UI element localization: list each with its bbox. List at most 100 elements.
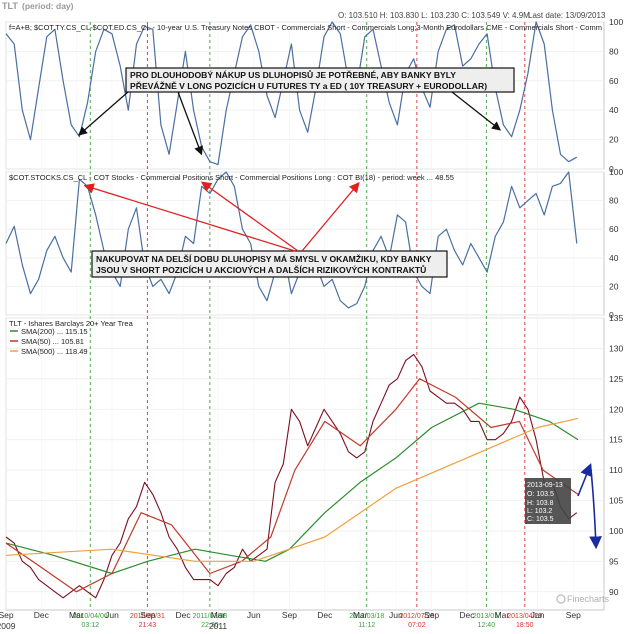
- ohlcv-readout: O: 103.510 H: 103.830 L: 103.230 C: 103.…: [338, 11, 530, 20]
- price-y-tick-label: 100: [609, 526, 623, 536]
- series-line-top-top: [5, 21, 578, 166]
- series-line-price-sma-500-: [5, 417, 579, 562]
- date-marker-label: 2010/04/06: [73, 613, 108, 620]
- date-marker-label: 2013/01/: [473, 613, 500, 620]
- date-marker-label: 2012/03/18: [349, 613, 384, 620]
- date-marker-time: 18:50: [516, 622, 534, 629]
- date-marker-label: 2011/02/08: [193, 613, 228, 620]
- date-marker-lines: 2010/04/06 03:12 2010/08/31 21:43 2011/02/08…: [73, 22, 542, 629]
- x-year-label: 2009: [0, 621, 16, 631]
- x-tick-label: Jun: [531, 610, 545, 620]
- annotation-box-1-line-2: PŘEVÁŽNĚ V LONG POZICÍCH U FUTURES TY a …: [130, 80, 487, 91]
- tooltip-open: O: 103.5: [527, 491, 554, 498]
- y-axis-ticks: 0204060801000204060801009095100105110115…: [609, 17, 623, 597]
- date-marker-time: 22:30: [201, 622, 219, 629]
- price-y-tick-label: 120: [609, 404, 623, 414]
- mid-y-tick-label: 20: [609, 281, 619, 291]
- mid-y-tick-label: 100: [609, 167, 623, 177]
- x-tick-label: Jun: [105, 610, 119, 620]
- x-tick-label: Sep: [424, 610, 439, 620]
- price-y-tick-label: 125: [609, 374, 623, 384]
- tooltip-low: L: 103.2: [527, 508, 552, 515]
- chart-ticker: TLT: [2, 1, 18, 11]
- red-arrow-2: [200, 181, 299, 252]
- x-tick-label: Sep: [566, 610, 581, 620]
- x-tick-label: Jun: [247, 610, 261, 620]
- annotation-box-1: PRO DLOUHODOBÝ NÁKUP US DLUHOPISŮ JE POT…: [125, 67, 515, 93]
- x-tick-label: Mar: [211, 610, 226, 620]
- x-year-label: 2011: [209, 621, 228, 631]
- price-y-tick-label: 110: [609, 465, 623, 475]
- finecharts-watermark: Finecharts: [556, 594, 610, 604]
- price-y-tick-label: 105: [609, 496, 623, 506]
- date-marker-label: 2010/08/31: [130, 613, 165, 620]
- x-tick-label: Dec: [459, 610, 475, 620]
- date-marker-time: 11:12: [358, 622, 375, 629]
- date-marker-time: 03:12: [82, 622, 100, 629]
- price-tooltip-bg: [525, 478, 571, 524]
- date-marker-label: 2012/07/25: [399, 613, 434, 620]
- top-y-tick-label: 20: [609, 135, 619, 145]
- legend-sma200: SMA(200) ... 115.15: [21, 327, 88, 336]
- price-y-tick-label: 95: [609, 556, 619, 566]
- gridlines: [5, 21, 604, 610]
- price-legend: SMA(200) ... 115.15 SMA(50) ... 105.81 S…: [10, 327, 88, 356]
- tooltip-close: C: 103.5: [527, 516, 554, 523]
- black-arrow-1: [78, 91, 129, 136]
- series-line-price-tlt: [5, 353, 578, 599]
- x-axis-ticks: Sep Dec Mar Jun Sep Dec Mar Jun Sep Dec Mar Jun Sep D…: [0, 610, 581, 631]
- annotation-box-2-bg: [91, 250, 448, 278]
- series-layer: [5, 21, 579, 599]
- date-marker-label: 2013/04/29: [507, 613, 542, 620]
- watermark-logo-icon: [556, 594, 566, 604]
- blue-arrow-down: [589, 469, 602, 550]
- price-panel-frame: [5, 317, 605, 611]
- annotation-box-2: NAKUPOVAT NA DELŠÍ DOBU DLUHOPISY MÁ SMY…: [91, 250, 448, 278]
- top-y-tick-label: 60: [609, 76, 619, 86]
- x-tick-label: Dec: [176, 610, 192, 620]
- mid-panel-label: $COT.STOCKS.CS_CL - COT Stocks - Commerc…: [9, 173, 454, 182]
- top-y-tick-label: 40: [609, 105, 619, 115]
- top-y-tick-label: 100: [609, 17, 623, 27]
- red-arrow-1: [83, 183, 296, 252]
- top-y-tick-label: 0: [609, 164, 614, 174]
- date-marker-time: 21:43: [139, 622, 157, 629]
- price-y-tick-label: 130: [609, 343, 623, 353]
- x-tick-label: Dec: [34, 610, 50, 620]
- x-tick-label: Dec: [317, 610, 333, 620]
- watermark-text: Finecharts: [567, 594, 610, 604]
- price-tooltip: 2013-09-13 O: 103.5 H: 103.8 L: 103.2 C:…: [525, 478, 571, 524]
- mid-y-tick-label: 0: [609, 310, 614, 320]
- x-tick-label: Sep: [0, 610, 14, 620]
- mid-y-tick-label: 40: [609, 253, 619, 263]
- black-arrow-3: [451, 91, 502, 131]
- price-y-tick-label: 90: [609, 587, 619, 597]
- chart-period: (period: day): [22, 1, 74, 11]
- legend-sma50: SMA(50) ... 105.81: [21, 337, 84, 346]
- legend-sma500: SMA(500) ... 118.49: [21, 347, 88, 356]
- annotation-arrows: [78, 91, 602, 550]
- annotation-box-1-bg: [125, 67, 515, 93]
- date-marker-time: 12:40: [478, 622, 496, 629]
- black-arrow-2: [177, 91, 203, 156]
- series-line-mid-mid: [5, 171, 578, 309]
- series-line-price-sma-200-: [5, 402, 579, 575]
- x-tick-label: Sep: [282, 610, 297, 620]
- x-tick-label: Mar: [353, 610, 368, 620]
- annotation-box-2-line-2: JSOU V SHORT POZICÍCH U AKCIOVÝCH A DALŠ…: [96, 264, 426, 275]
- date-marker-time: 07:02: [408, 622, 426, 629]
- x-tick-label: Jun: [389, 610, 403, 620]
- tooltip-date: 2013-09-13: [527, 482, 563, 489]
- last-date: Last date: 13/09/2013: [528, 11, 606, 20]
- price-y-tick-label: 115: [609, 435, 623, 445]
- annotation-box-1-line-1: PRO DLOUHODOBÝ NÁKUP US DLUHOPISŮ JE POT…: [130, 69, 456, 80]
- mid-y-tick-label: 80: [609, 196, 619, 206]
- x-tick-label: Mar: [69, 610, 84, 620]
- series-line-price-sma-50-: [5, 378, 579, 593]
- annotation-box-2-line-1: NAKUPOVAT NA DELŠÍ DOBU DLUHOPISY MÁ SMY…: [96, 253, 432, 264]
- x-tick-label: Sep: [140, 610, 155, 620]
- red-arrow-3: [301, 182, 360, 252]
- top-panel-label: f=A+B; $COT.TY.CS_CL-$COT.ED.CS_CL - 10-…: [9, 23, 602, 32]
- mid-y-tick-label: 60: [609, 224, 619, 234]
